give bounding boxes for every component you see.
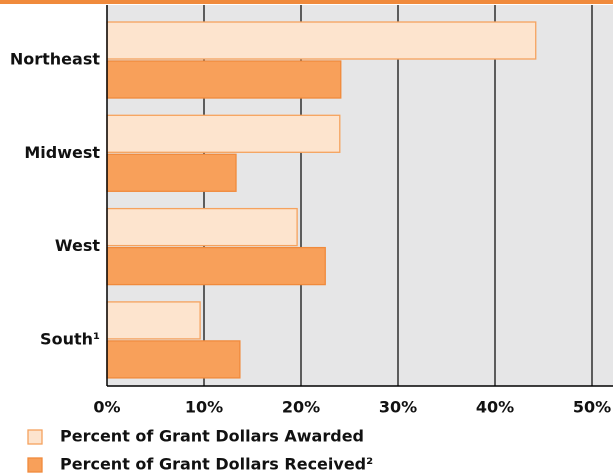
- y-tick-label: South¹: [40, 329, 100, 348]
- bar: [106, 246, 326, 286]
- y-tick-label: West: [55, 236, 100, 255]
- x-tick-label: 40%: [476, 398, 514, 417]
- bar: [106, 340, 241, 379]
- y-tick-label: Midwest: [24, 143, 100, 162]
- legend-swatch: [27, 457, 43, 473]
- legend-label: Percent of Grant Dollars Awarded: [60, 427, 364, 446]
- x-tick-label: 30%: [379, 398, 417, 417]
- bar: [106, 207, 298, 247]
- legend-swatch: [27, 429, 43, 445]
- x-tick-label: 0%: [93, 398, 120, 417]
- bar: [106, 21, 537, 60]
- x-tick-label: 50%: [573, 398, 611, 417]
- y-tick-label: Northeast: [10, 50, 100, 69]
- x-tick-label: 10%: [185, 398, 223, 417]
- bar: [106, 301, 201, 340]
- legend-label: Percent of Grant Dollars Received²: [60, 455, 373, 474]
- bar: [106, 60, 342, 99]
- bar: [106, 153, 237, 192]
- bar: [106, 114, 341, 153]
- x-tick-label: 20%: [282, 398, 320, 417]
- top-rule: [0, 0, 613, 4]
